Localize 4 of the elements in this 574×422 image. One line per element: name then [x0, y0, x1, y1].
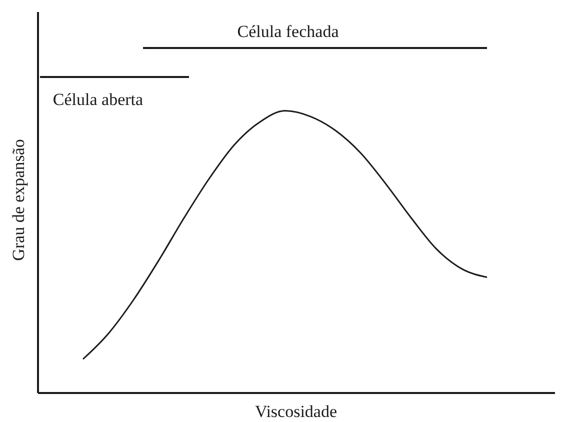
y-axis-title: Grau de expansão [9, 139, 28, 261]
x-axis-title: Viscosidade [254, 402, 338, 421]
text: Célula fechada [237, 22, 340, 41]
text: Célula aberta [52, 90, 144, 109]
